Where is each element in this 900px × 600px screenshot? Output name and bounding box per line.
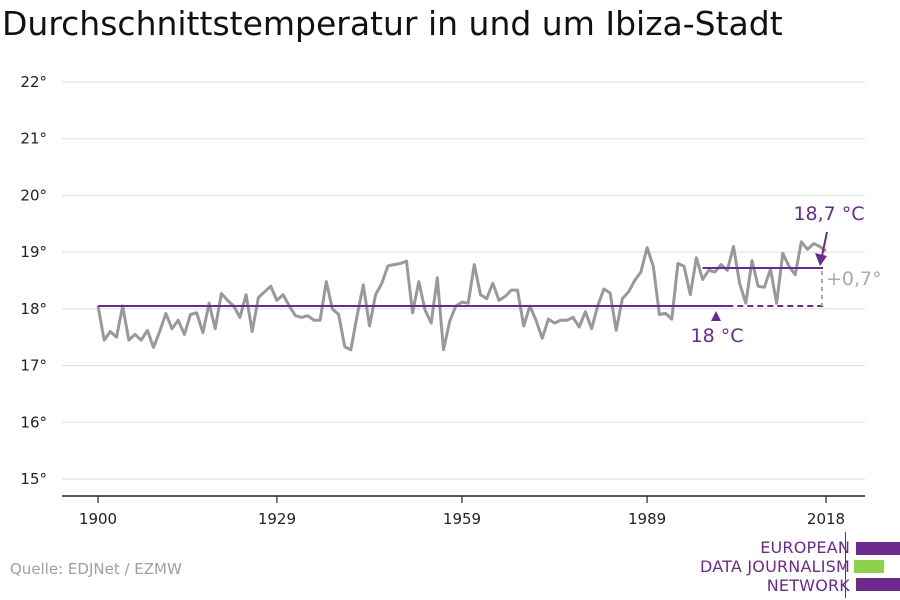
arrow-down-icon xyxy=(815,253,827,266)
y-tick-label: 15° xyxy=(20,470,47,488)
x-tick-label: 1959 xyxy=(443,510,481,528)
reference-lines xyxy=(98,267,823,308)
logo-divider xyxy=(845,532,846,598)
logo-line-2: DATA JOURNALISM xyxy=(700,557,850,576)
recent-arrow-line xyxy=(821,231,828,257)
y-tick-label: 16° xyxy=(20,413,47,431)
y-tick-label: 17° xyxy=(20,357,47,375)
y-axis-ticks: 15° 16° 17° 18° 19° 20° 21° 22° xyxy=(20,73,47,488)
logo-line-1: EUROPEAN xyxy=(760,538,850,557)
source-note: Quelle: EDJNet / EZMW xyxy=(10,560,182,578)
recent-average-label: 18,7 °C xyxy=(793,203,864,225)
difference-label: +0,7° xyxy=(826,268,882,290)
x-tick-label: 2018 xyxy=(807,510,845,528)
x-tick-label: 1929 xyxy=(258,510,296,528)
y-tick-label: 18° xyxy=(20,300,47,318)
x-tick-label: 1900 xyxy=(79,510,117,528)
x-tick-label: 1989 xyxy=(628,510,666,528)
logo-bar-top xyxy=(856,542,900,555)
baseline-label: 18 °C xyxy=(691,325,744,347)
x-axis: 1900 1929 1959 1989 2018 xyxy=(62,495,865,528)
logo-line-3: NETWORK xyxy=(766,576,850,595)
y-tick-label: 20° xyxy=(20,186,47,204)
y-tick-label: 21° xyxy=(20,130,47,148)
gridlines xyxy=(62,81,865,480)
y-tick-label: 22° xyxy=(20,73,47,91)
chart-title: Durchschnittstemperatur in und um Ibiza-… xyxy=(2,4,783,43)
logo-bar-bottom xyxy=(856,578,900,591)
logo-bar-middle xyxy=(854,560,884,573)
edjnet-logo: EUROPEAN DATA JOURNALISM NETWORK xyxy=(690,532,900,598)
annotations: 18 °C 18,7 °C +0,7° xyxy=(691,203,882,347)
arrow-up-icon xyxy=(711,311,721,321)
y-tick-label: 19° xyxy=(20,243,47,261)
